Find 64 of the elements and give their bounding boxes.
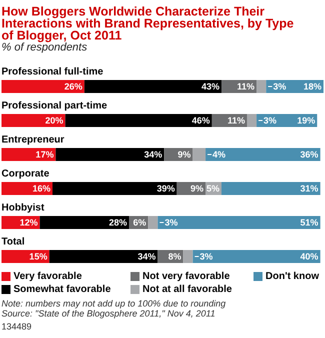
data-label: 3%	[273, 82, 286, 92]
data-label: 5%	[206, 184, 220, 194]
data-label: 26%	[64, 82, 82, 92]
data-label: 43%	[201, 82, 220, 92]
data-label: 6%	[133, 218, 146, 228]
data-label: 3%	[200, 252, 213, 262]
bar	[192, 148, 206, 161]
bar	[56, 148, 164, 161]
data-label: 19%	[297, 116, 316, 126]
bar	[256, 80, 266, 93]
bar	[221, 182, 320, 195]
data-label: 34%	[144, 150, 162, 160]
y-tick-label: Professional part-time	[2, 100, 108, 112]
data-label: 51%	[300, 218, 318, 228]
y-tick-label: Total	[2, 236, 25, 248]
legend-label: Don't know	[266, 271, 320, 282]
bar	[2, 114, 66, 127]
data-label: 39%	[156, 184, 175, 194]
data-label: 9%	[190, 184, 204, 194]
chart-title: How Bloggers Worldwide Characterize Their Interactions with Brand Representatives, by Type of Blogger, Oct 2011	[2, 4, 294, 42]
data-label: 34%	[138, 252, 156, 262]
bar	[158, 216, 320, 229]
bar	[206, 148, 320, 161]
data-label: 8%	[168, 252, 182, 262]
data-label: 31%	[300, 184, 318, 194]
legend-label: Not very favorable	[142, 271, 230, 282]
data-label: 18%	[303, 82, 322, 92]
data-label: 11%	[237, 82, 255, 92]
y-tick-label: Corporate	[2, 168, 50, 180]
data-label: 9%	[178, 150, 191, 160]
y-tick-label: Entrepreneur	[2, 134, 64, 146]
bar	[2, 80, 84, 93]
chart-subtitle: % of respondents	[2, 42, 88, 54]
legend-label: Somewhat favorable	[14, 284, 112, 295]
bar	[49, 250, 158, 263]
data-label: 40%	[300, 252, 318, 262]
bar	[2, 148, 56, 161]
bar	[246, 114, 257, 127]
data-label: 17%	[36, 150, 54, 160]
y-tick-label: Hobbyist	[2, 202, 45, 214]
bar	[192, 250, 320, 263]
legend-label: Not at all favorable	[142, 284, 232, 295]
data-label: 4%	[212, 150, 226, 160]
bar	[84, 80, 222, 93]
bar	[40, 216, 130, 229]
bar	[52, 182, 177, 195]
bar	[65, 114, 212, 127]
text: Note: numbers may not add up to 100% due to rounding	[2, 298, 226, 308]
data-label: 16%	[32, 184, 51, 194]
data-label: 20%	[45, 116, 64, 126]
bar	[183, 250, 193, 263]
text: 134489	[2, 322, 32, 332]
data-label: 3%	[264, 116, 277, 126]
legend-label: Very favorable	[14, 271, 82, 282]
data-label: 15%	[29, 252, 48, 262]
data-label: 28%	[109, 218, 128, 228]
bar	[148, 216, 158, 229]
y-tick-label: Professional full-time	[2, 66, 104, 78]
data-label: 46%	[192, 116, 210, 126]
data-label: 36%	[300, 150, 318, 160]
source-note: Source: "State of the Blogosphere 2011," Nov 4, 2011	[2, 308, 216, 318]
data-label: 3%	[164, 218, 178, 228]
data-label: 11%	[227, 116, 245, 126]
data-label: 12%	[20, 218, 38, 228]
